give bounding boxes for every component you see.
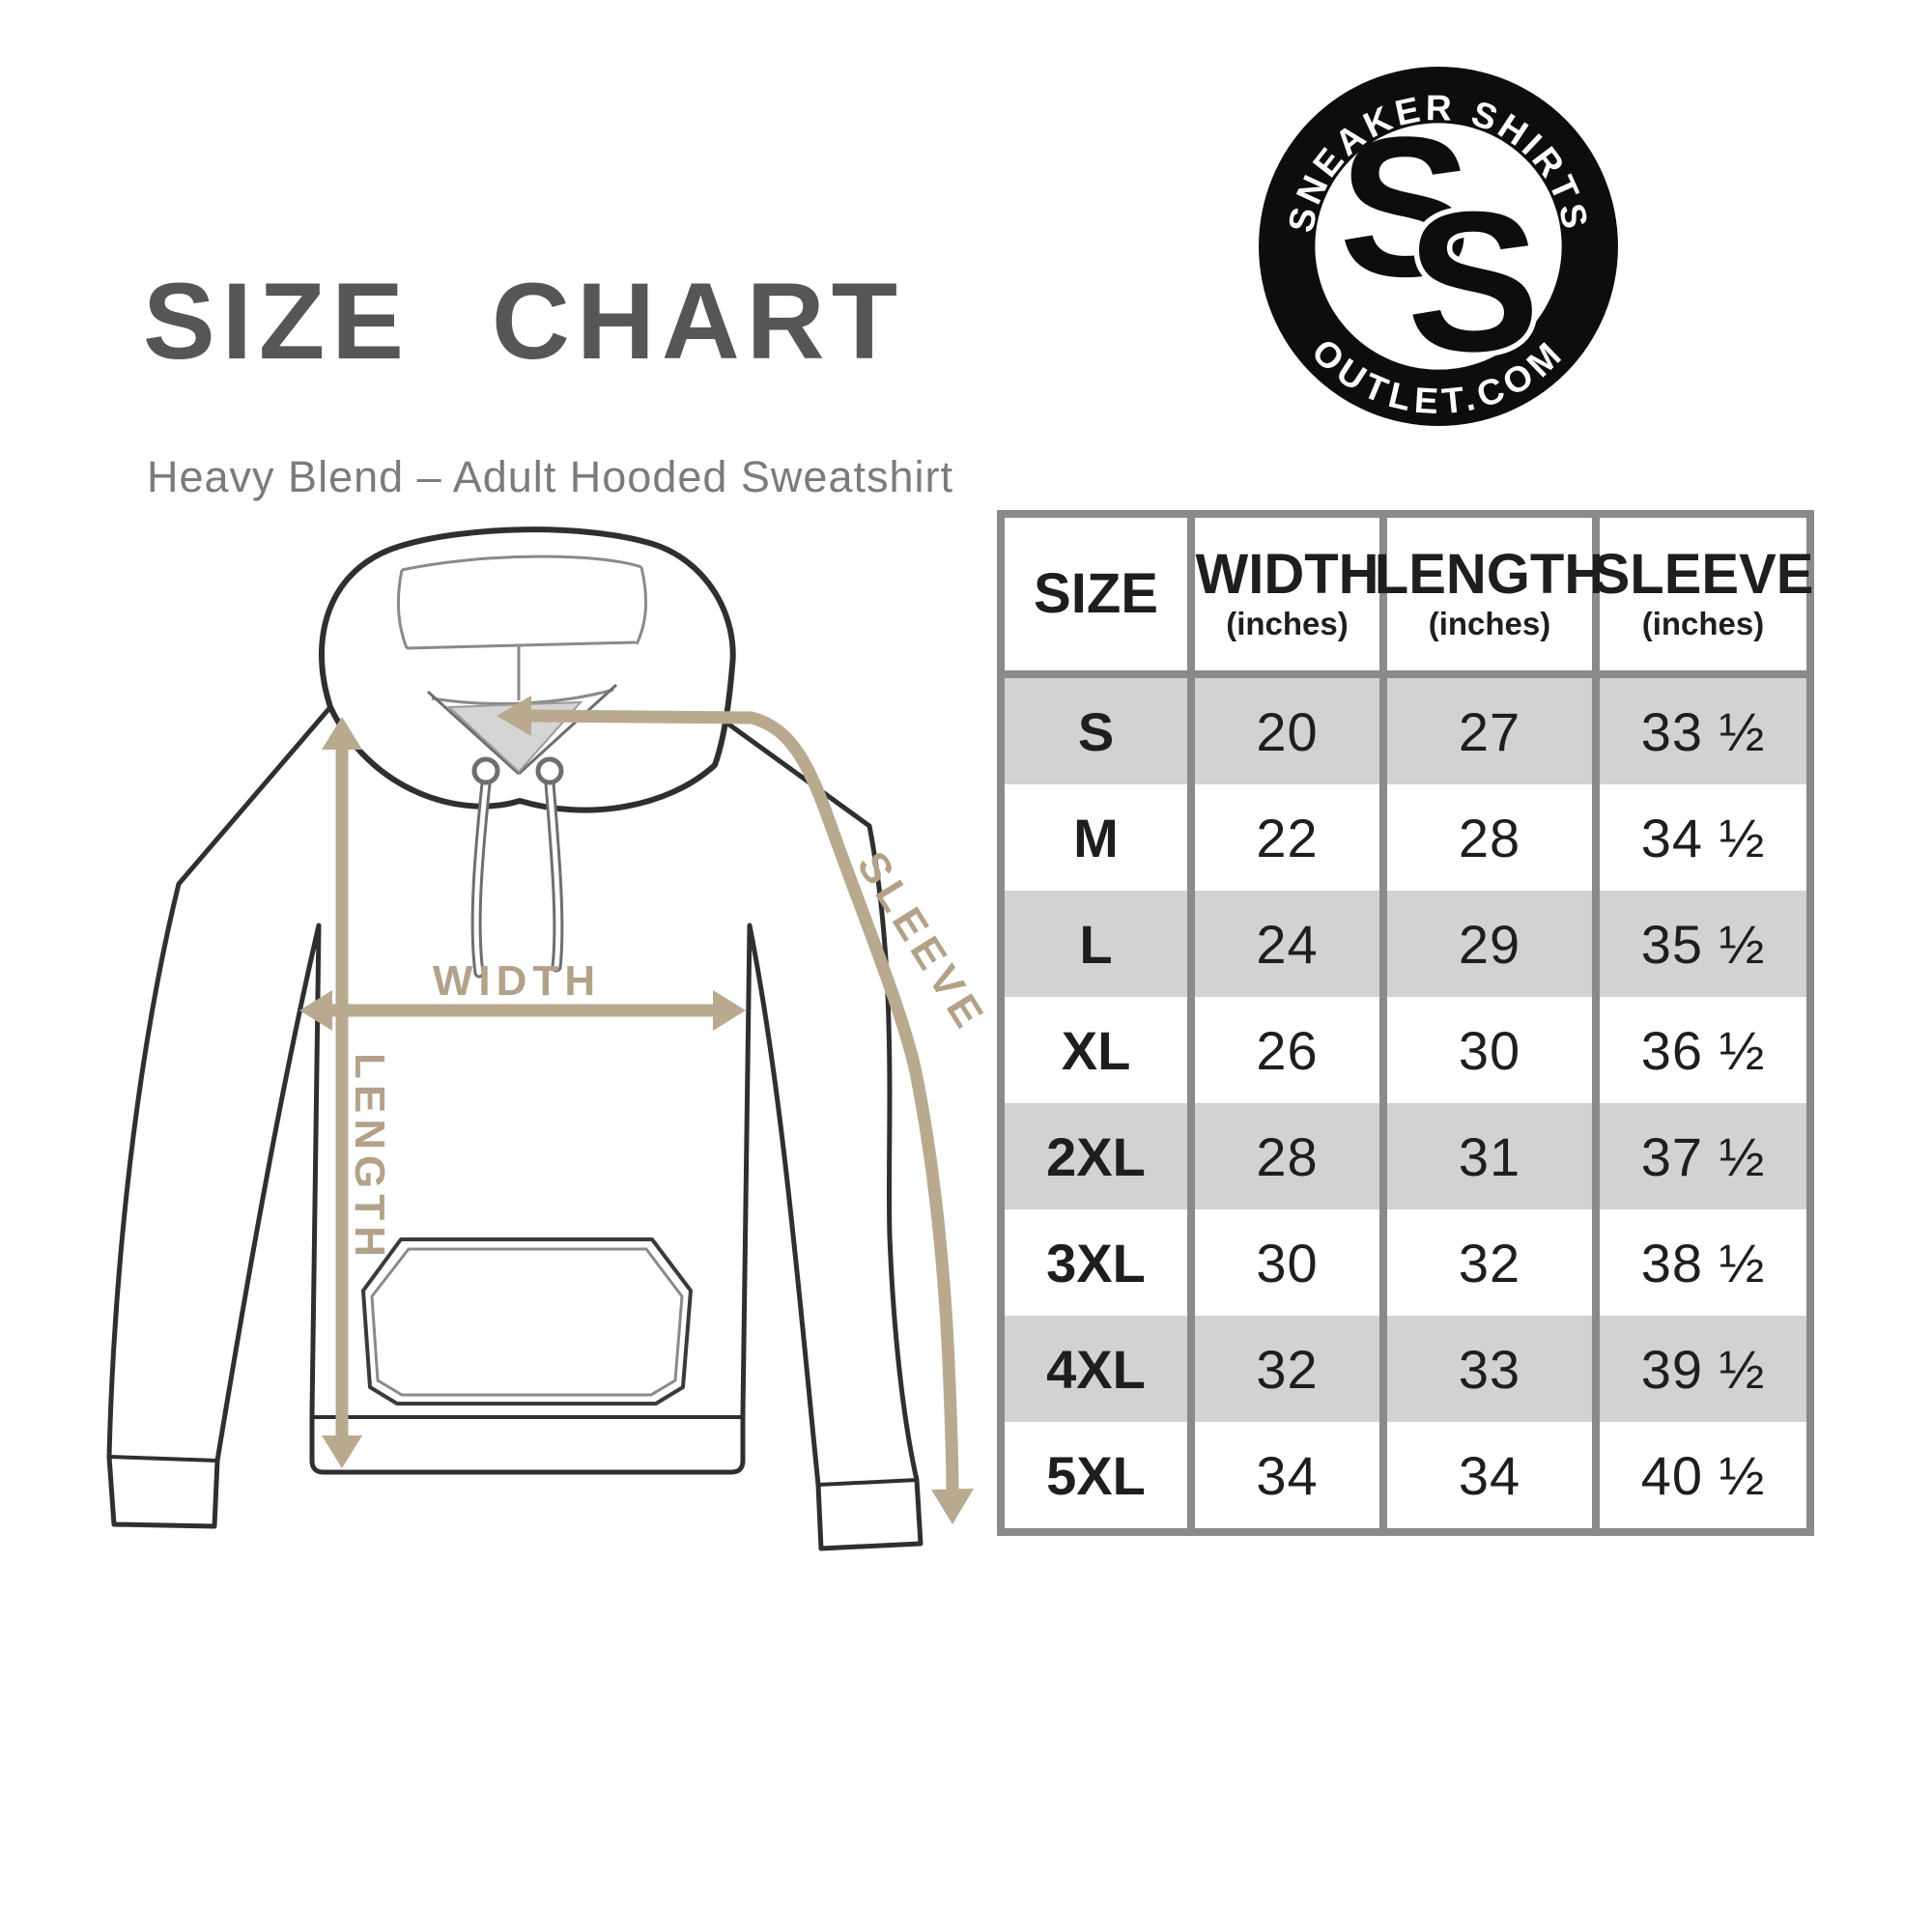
- table-row-xl: XL 26 30 36 ½: [1005, 997, 1806, 1103]
- page-title: SIZE CHART: [143, 261, 904, 382]
- table-row-5xl: 5XL 34 34 40 ½: [1005, 1422, 1806, 1528]
- logo-ss-monogram-icon: S S: [1339, 95, 1545, 398]
- table-row-s: S 20 27 33 ½: [1005, 678, 1806, 784]
- sleeve-arrow: [497, 696, 974, 1524]
- hoodie-diagram: WIDTH LENGTH SLEEVE: [106, 526, 995, 1551]
- hood-inner-seams: [396, 554, 648, 705]
- length-arrow: [322, 717, 362, 1468]
- length-label: LENGTH: [346, 1053, 393, 1263]
- column-header-sleeve: SLEEVE (inches): [1593, 518, 1813, 678]
- column-header-width: WIDTH (inches): [1195, 518, 1387, 678]
- pocket-outline: [361, 1237, 693, 1406]
- svg-text:S: S: [1406, 170, 1539, 393]
- size-table-header: SIZE WIDTH (inches) LENGTH (inches) SLEE…: [1005, 518, 1813, 678]
- size-table-body: S 20 27 33 ½ M 22 28 34 ½ L 24 29 35 ½ X…: [1005, 678, 1806, 1528]
- hoodie-body-outline: [106, 704, 923, 1551]
- table-row-2xl: 2XL 28 31 37 ½: [1005, 1103, 1806, 1209]
- brand-logo: SNEAKER SHIRTS OUTLET.COM S S: [1259, 67, 1618, 426]
- drawstrings: [470, 756, 564, 979]
- column-header-length: LENGTH (inches): [1375, 518, 1605, 678]
- pocket-inner-seam: [370, 1247, 684, 1397]
- table-row-m: M 22 28 34 ½: [1005, 784, 1806, 891]
- table-row-4xl: 4XL 32 33 39 ½: [1005, 1316, 1806, 1422]
- table-row-3xl: 3XL 30 32 38 ½: [1005, 1209, 1806, 1316]
- hood-drape-lines: [426, 683, 618, 776]
- hood-outline: [318, 526, 736, 813]
- cuff-seam-left: [108, 1455, 218, 1463]
- table-row-l: L 24 29 35 ½: [1005, 891, 1806, 997]
- width-arrow: [299, 990, 746, 1031]
- logo-inner-disc: [1315, 123, 1562, 370]
- page-subtitle: Heavy Blend – Adult Hooded Sweatshirt: [147, 452, 953, 501]
- column-header-size: SIZE: [1005, 518, 1195, 678]
- svg-text:S: S: [1339, 95, 1471, 318]
- size-table: SIZE WIDTH (inches) LENGTH (inches) SLEE…: [997, 510, 1814, 1536]
- width-label: WIDTH: [433, 957, 601, 1005]
- cuff-seam-right: [817, 1478, 918, 1487]
